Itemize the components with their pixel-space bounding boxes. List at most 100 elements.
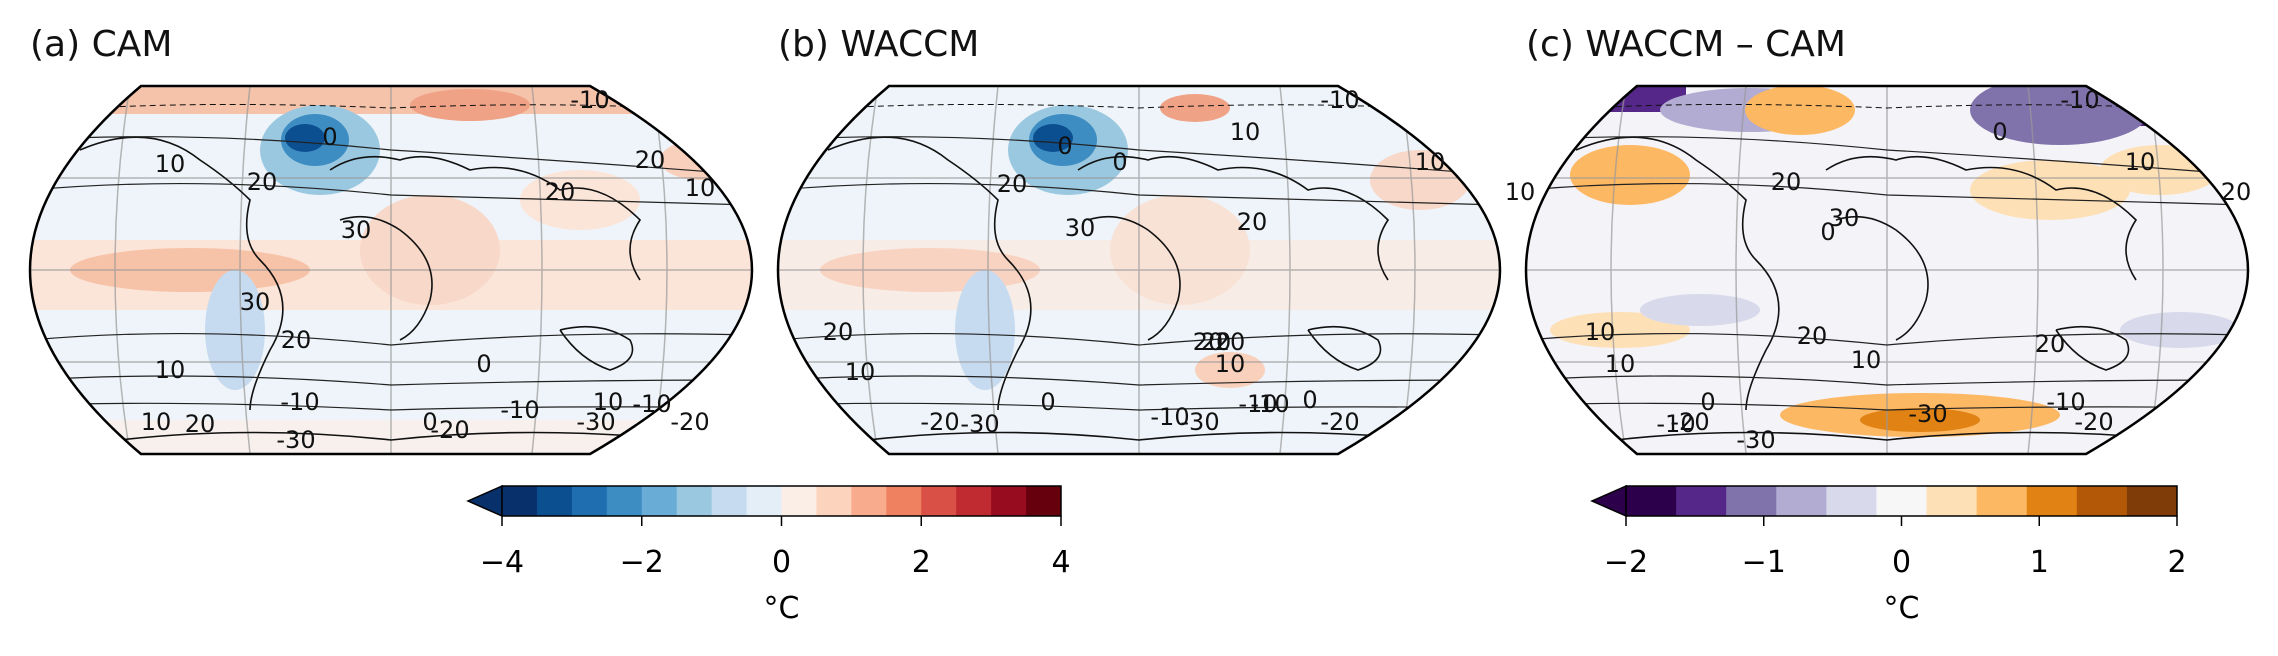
colorbar-difference: −2 −1 0 1 2 °C: [1590, 484, 2187, 626]
contour-label: 20: [997, 170, 1028, 198]
contour-label: 10: [1605, 350, 1636, 378]
contour-label: 20: [2221, 178, 2252, 206]
contour-label: 30: [1829, 204, 1860, 232]
colorbar-tick-label: 0: [1892, 545, 1911, 580]
colorbar-swatch: [886, 486, 922, 516]
contour-label: 20: [2035, 330, 2066, 358]
contour-label: 20: [1797, 322, 1828, 350]
colorbar-temperature: −4 −2 0 2 4 °C: [466, 484, 1071, 626]
panel-c-title: (c) WACCM – CAM: [1526, 24, 1846, 65]
panel-b-outline: [776, 84, 1502, 456]
contour-label: 20: [1201, 328, 1232, 356]
contour-label: -10: [632, 390, 671, 418]
contour-label: -20: [670, 408, 709, 436]
colorbar-swatch: [816, 486, 852, 516]
colorbar-swatch: [1026, 486, 1062, 516]
contour-label: 20: [1215, 328, 1246, 356]
colorbar-swatch: [921, 486, 957, 516]
contour-label: -10: [1250, 390, 1289, 418]
contour-label: 10: [1585, 318, 1616, 346]
contour-label: -20: [2074, 408, 2113, 436]
contour-label: 20: [1237, 208, 1268, 236]
colorbar-tick-label: 4: [1051, 545, 1070, 580]
colorbar-swatch: [1976, 486, 2028, 516]
contour-label: 0: [422, 408, 437, 436]
contour-label: -30: [1736, 426, 1775, 454]
contour-label: -10: [1238, 390, 1277, 418]
colorbar-swatch: [641, 486, 678, 516]
colorbar-swatch: [781, 486, 817, 516]
colorbar-swatch: [711, 486, 748, 516]
colorbar-unit-label: °C: [764, 591, 800, 626]
contour-label: 0: [476, 350, 491, 378]
contour-label: -30: [276, 426, 315, 454]
contour-label: 0: [322, 123, 337, 151]
panel-a-map: [30, 86, 752, 454]
contour-label: 10: [1415, 148, 1446, 176]
colorbar-extend-arrow: [466, 484, 503, 518]
contour-label: -30: [1180, 408, 1219, 436]
contour-label: 10: [155, 150, 186, 178]
colorbar-swatch: [1826, 486, 1877, 516]
contour-label: -10: [2046, 388, 2085, 416]
colorbar-tick-label: −1: [1742, 545, 1786, 580]
contour-label: 20: [635, 146, 666, 174]
contour-label: 0: [1992, 118, 2007, 146]
contour-label: 10: [593, 388, 624, 416]
contour-label: 10: [1505, 178, 1536, 206]
contour-label: 0: [1700, 388, 1715, 416]
contour-label: 20: [1771, 168, 1802, 196]
contour-label: 10: [845, 358, 876, 386]
contour-label: -10: [1320, 86, 1359, 114]
contour-label: -20: [430, 416, 469, 444]
colorbar-swatch: [536, 486, 573, 516]
colorbar-swatch: [606, 486, 643, 516]
colorbar-swatch: [956, 486, 992, 516]
panel-a-title: (a) CAM: [30, 24, 173, 65]
contour-label: -10: [570, 86, 609, 114]
colorbar-unit-label: °C: [1884, 591, 1920, 626]
colorbar-tick-label: −4: [480, 545, 524, 580]
colorbar-tick-label: −2: [620, 545, 664, 580]
contour-label: 30: [341, 216, 372, 244]
contour-label: 0: [1057, 132, 1072, 160]
contour-label: 0: [1820, 218, 1835, 246]
contour-label: 10: [141, 408, 172, 436]
colorbar-tick-label: −2: [1604, 545, 1648, 580]
colorbar-swatch: [1876, 486, 1928, 516]
colorbar-swatch: [1926, 486, 1978, 516]
contour-label: -30: [1908, 400, 1947, 428]
contour-label: 10: [1230, 118, 1261, 146]
contour-label: 20: [185, 410, 216, 438]
colorbar-swatch: [2026, 486, 2078, 516]
panel-c-map: [1526, 86, 2248, 454]
contour-label: 10: [1851, 346, 1882, 374]
contour-label: -10: [2060, 86, 2099, 114]
colorbar-swatch: [1776, 486, 1827, 516]
colorbar-swatch: [502, 486, 538, 516]
colorbar-extend-arrow: [1590, 484, 1627, 518]
contour-label: 0: [1112, 148, 1127, 176]
contour-label: -10: [280, 388, 319, 416]
contour-label: 30: [1065, 214, 1096, 242]
colorbar-swatch: [991, 486, 1027, 516]
contour-label: -10: [1656, 410, 1695, 438]
contour-label: 10: [2125, 148, 2156, 176]
contour-label: 20: [1193, 328, 1224, 356]
panel-c-outline: [1524, 84, 2250, 456]
contour-label: -20: [920, 408, 959, 436]
colorbar-swatch: [2076, 486, 2128, 516]
contour-label: -20: [1670, 408, 1709, 436]
contour-label: 20: [545, 178, 576, 206]
colorbar-swatch: [851, 486, 887, 516]
colorbar-tick-label: 2: [2167, 545, 2186, 580]
contour-label: 10: [1215, 350, 1246, 378]
colorbar-swatch: [676, 486, 713, 516]
contour-label: 0: [1040, 388, 1055, 416]
contour-label: 0: [1302, 386, 1317, 414]
contour-label: 20: [823, 318, 854, 346]
contour-label: 10: [685, 174, 716, 202]
panel-a-outline: [28, 84, 754, 456]
contour-label: -20: [1320, 408, 1359, 436]
panel-b-map: [778, 86, 1500, 454]
